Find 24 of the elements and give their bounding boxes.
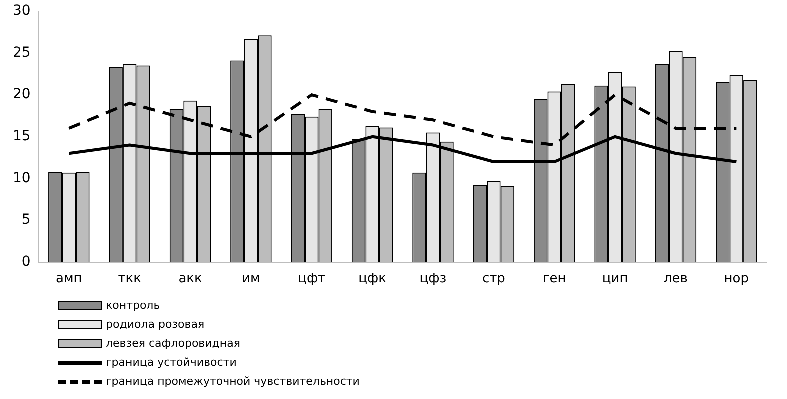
y-tick-label: 0 (22, 254, 31, 270)
x-tick-label: нор (724, 272, 750, 287)
y-tick-label: 25 (12, 44, 31, 61)
y-tick-label: 30 (12, 3, 31, 20)
x-tick-label: ткк (118, 272, 142, 287)
x-tick-label: амп (56, 272, 82, 287)
y-tick-label: 20 (12, 86, 31, 103)
legend-label: контроль (106, 299, 160, 312)
x-tick-label: цип (602, 272, 628, 287)
y-tick-label: 5 (22, 212, 31, 228)
x-tick-label: акк (178, 272, 202, 287)
legend-label: граница устойчивости (106, 356, 237, 369)
x-tick-label: цфз (420, 272, 447, 287)
legend-label: граница промежуточной чувствительности (106, 375, 360, 388)
legend-label: левзея сафлоровидная (106, 337, 240, 350)
x-tick-label: ген (542, 272, 566, 287)
legend-label: родиола розовая (106, 318, 205, 331)
x-tick-label: цфк (358, 272, 387, 287)
y-tick-label: 10 (12, 170, 31, 186)
x-tick-label: цфт (298, 272, 326, 287)
x-tick-label: им (242, 272, 260, 287)
y-tick-label: 15 (12, 128, 31, 145)
x-tick-label: лев (664, 272, 688, 287)
x-tick-label: стр (482, 272, 506, 287)
